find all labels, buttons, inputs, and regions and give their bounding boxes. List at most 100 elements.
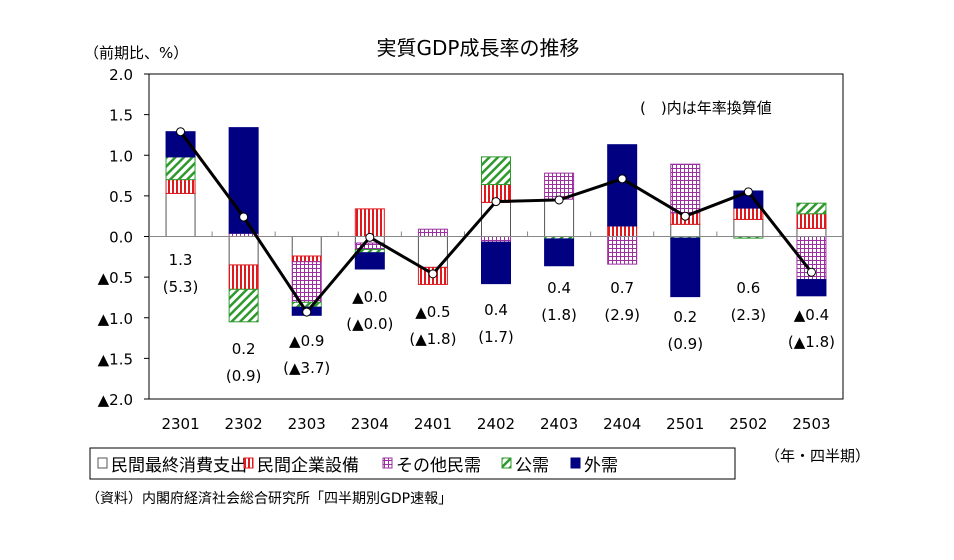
y-tick-label: ▲2.0 [98, 391, 133, 409]
source-note: （資料）内閣府経済社会総合研究所「四半期別GDP速報」 [86, 491, 452, 507]
x-tick-label: 2304 [351, 415, 389, 433]
legend-label: 民間企業設備 [257, 456, 359, 476]
line-point-2401 [428, 269, 438, 279]
annualized-note: ( )内は年率換算値 [640, 99, 772, 117]
legend-swatch-3 [501, 457, 512, 469]
line-point-2303 [302, 307, 312, 317]
y-axis-label: （前期比、%） [84, 44, 188, 62]
bar-segment-2403-2 [544, 172, 575, 200]
chart-title: 実質GDP成長率の推移 [377, 36, 580, 60]
legend-label: 外需 [584, 456, 618, 476]
bar-segment-2404-2 [607, 236, 638, 265]
y-tick-label: 2.0 [109, 66, 133, 84]
bar-segment-2301-1 [165, 179, 196, 194]
bar-segment-2303-1 [291, 255, 322, 263]
data-label-quarterly: ▲0.4 [794, 306, 829, 324]
bar-segment-2302-1 [228, 264, 259, 290]
data-label-quarterly: 0.4 [547, 279, 571, 297]
bar-segment-2402-3 [481, 156, 511, 185]
x-tick-label: 2501 [666, 415, 704, 433]
line-point-2501 [680, 211, 690, 221]
data-label-annualized: (1.7) [478, 328, 514, 346]
legend-label: その他民需 [396, 456, 481, 476]
bar-segment-2402-4 [481, 241, 511, 285]
data-label-quarterly: 0.2 [232, 340, 256, 358]
data-label-annualized: (▲0.0) [346, 315, 393, 333]
data-label-annualized: (5.3) [163, 278, 199, 296]
data-label-annualized: (0.9) [667, 335, 703, 353]
y-tick-label: 0.0 [109, 229, 133, 247]
legend-swatch-2 [382, 457, 393, 469]
data-label-annualized: (1.8) [541, 306, 577, 324]
x-tick-label: 2401 [414, 415, 452, 433]
bar-segment-2302-3 [228, 288, 259, 323]
bar-segment-2503-4 [796, 279, 827, 297]
data-label-annualized: (▲1.8) [788, 333, 835, 351]
line-point-2402 [491, 197, 501, 207]
bar-segment-2304-1 [354, 208, 385, 237]
data-label-quarterly: 0.7 [610, 279, 634, 297]
bar-segment-2304-4 [354, 252, 385, 270]
bar-segment-2302-0 [228, 236, 259, 266]
data-label-quarterly: ▲0.0 [352, 288, 387, 306]
data-label-quarterly: 0.2 [673, 308, 697, 326]
legend-swatch-1 [243, 457, 254, 469]
bar-segment-2503-0 [796, 227, 827, 237]
x-tick-label: 2303 [288, 415, 326, 433]
data-label-quarterly: 1.3 [169, 251, 193, 269]
legend-swatch-0 [97, 457, 108, 469]
bar-segment-2403-0 [544, 198, 575, 237]
x-tick-label: 2402 [477, 415, 515, 433]
bar-segment-2301-0 [165, 192, 196, 237]
y-tick-label: ▲1.0 [98, 310, 133, 328]
bar-segment-2301-3 [165, 156, 196, 181]
x-tick-label: 2502 [729, 415, 767, 433]
bar-segment-2403-4 [544, 238, 575, 267]
legend-label: 民間最終消費支出 [111, 456, 247, 476]
bar-segment-2503-1 [796, 213, 827, 229]
data-label-annualized: (▲1.8) [409, 330, 456, 348]
line-point-2301 [176, 127, 186, 137]
bar-segment-2404-1 [607, 225, 638, 237]
data-label-quarterly: 0.6 [736, 279, 760, 297]
bar-segment-2401-2 [417, 228, 448, 237]
legend-box [89, 447, 736, 480]
data-label-annualized: (2.3) [731, 306, 767, 324]
bar-segment-2501-0 [670, 223, 701, 237]
bar-segment-2303-3 [291, 301, 322, 308]
x-tick-label: 2403 [540, 415, 578, 433]
y-tick-label: ▲0.5 [98, 269, 133, 287]
data-label-annualized: (2.9) [604, 306, 640, 324]
x-tick-label: 2301 [161, 415, 199, 433]
x-tick-label: 2404 [603, 415, 641, 433]
y-tick-label: 1.5 [109, 107, 133, 125]
y-tick-label: 0.5 [109, 188, 133, 206]
line-point-2502 [743, 187, 753, 197]
line-point-2404 [617, 174, 627, 184]
line-point-2503 [806, 267, 816, 277]
legend-label: 公需 [515, 456, 549, 476]
bar-segment-2501-2 [670, 163, 701, 214]
data-label-quarterly: ▲0.5 [415, 303, 450, 321]
line-point-2403 [554, 195, 564, 205]
bar-segment-2501-4 [670, 237, 701, 298]
bar-segment-2303-0 [291, 236, 322, 257]
x-tick-label: 2503 [792, 415, 830, 433]
bar-segment-2402-0 [481, 201, 511, 237]
data-label-annualized: (0.9) [226, 367, 262, 385]
line-point-2304 [365, 232, 375, 242]
x-tick-label: 2302 [225, 415, 263, 433]
y-tick-label: 1.0 [109, 147, 133, 165]
line-point-2302 [239, 212, 249, 222]
data-label-quarterly: 0.4 [484, 301, 508, 319]
x-axis-label: （年・四半期） [765, 447, 870, 465]
data-label-quarterly: ▲0.9 [289, 332, 324, 350]
bar-segment-2402-2 [481, 236, 511, 243]
bar-segment-2502-1 [733, 207, 764, 220]
y-tick-label: ▲1.5 [98, 350, 133, 368]
legend-swatch-4 [570, 457, 581, 469]
bar-segment-2503-3 [796, 202, 827, 215]
data-label-annualized: (▲3.7) [283, 359, 330, 377]
bar-segment-2502-0 [733, 218, 764, 237]
